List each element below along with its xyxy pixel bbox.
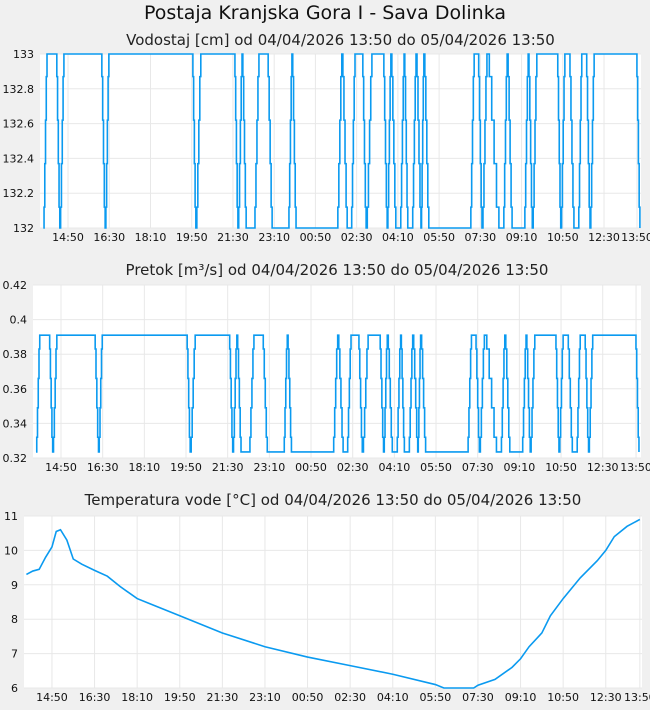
y-tick-label: 7 [11, 648, 18, 661]
x-tick-label: 10:50 [545, 461, 577, 474]
x-tick-label: 07:30 [464, 231, 496, 244]
y-tick-label: 0.4 [10, 314, 28, 327]
chart-0: Vodostaj [cm] od 04/04/2026 13:50 do 05/… [3, 31, 650, 244]
chart-1: Pretok [m³/s] od 04/04/2026 13:50 do 05/… [3, 261, 650, 474]
x-tick-label: 02:30 [341, 231, 373, 244]
y-tick-label: 9 [11, 579, 18, 592]
x-tick-label: 10:50 [547, 231, 579, 244]
x-tick-label: 12:30 [587, 461, 619, 474]
x-tick-label: 16:30 [93, 231, 125, 244]
x-tick-label: 13:50 [624, 691, 650, 704]
chart-title: Vodostaj [cm] od 04/04/2026 13:50 do 05/… [126, 31, 555, 49]
x-tick-label: 04:10 [377, 691, 409, 704]
x-tick-label: 13:50 [620, 461, 650, 474]
x-tick-label: 12:30 [590, 691, 622, 704]
plot-area [24, 516, 642, 688]
y-tick-label: 0.42 [3, 279, 28, 292]
x-tick-label: 21:30 [212, 461, 244, 474]
y-tick-label: 10 [4, 544, 18, 557]
chart-title: Temperatura vode [°C] od 04/04/2026 13:5… [84, 491, 582, 509]
y-tick-label: 132.6 [3, 118, 35, 131]
y-tick-label: 132.2 [3, 187, 35, 200]
page-title: Postaja Kranjska Gora I - Sava Dolinka [143, 2, 507, 24]
x-tick-label: 00:50 [292, 691, 324, 704]
x-tick-label: 07:30 [462, 461, 494, 474]
x-tick-label: 04:10 [379, 461, 411, 474]
x-tick-label: 19:50 [164, 691, 196, 704]
y-tick-label: 8 [11, 613, 18, 626]
x-tick-label: 10:50 [547, 691, 579, 704]
x-tick-label: 19:50 [170, 461, 202, 474]
x-tick-label: 05:50 [423, 231, 455, 244]
x-tick-label: 18:10 [128, 461, 160, 474]
x-tick-label: 19:50 [176, 231, 208, 244]
x-tick-label: 09:10 [506, 231, 538, 244]
x-tick-label: 07:30 [462, 691, 494, 704]
y-tick-label: 11 [4, 510, 18, 523]
x-tick-label: 00:50 [295, 461, 327, 474]
x-tick-label: 14:50 [45, 461, 77, 474]
y-tick-label: 0.34 [3, 417, 28, 430]
y-tick-label: 133 [13, 48, 34, 61]
x-tick-label: 12:30 [588, 231, 620, 244]
x-tick-label: 16:30 [87, 461, 119, 474]
x-tick-label: 13:50 [621, 231, 650, 244]
x-tick-label: 23:10 [258, 231, 290, 244]
x-tick-label: 23:10 [254, 461, 286, 474]
y-tick-label: 6 [11, 682, 18, 695]
x-tick-label: 02:30 [334, 691, 366, 704]
y-tick-label: 0.38 [3, 348, 28, 361]
y-tick-label: 0.32 [3, 452, 28, 465]
chart-title: Pretok [m³/s] od 04/04/2026 13:50 do 05/… [126, 261, 549, 279]
x-tick-label: 21:30 [217, 231, 249, 244]
y-tick-label: 0.36 [3, 383, 28, 396]
chart-2: Temperatura vode [°C] od 04/04/2026 13:5… [4, 491, 650, 704]
x-tick-label: 00:50 [300, 231, 332, 244]
x-tick-label: 05:50 [420, 461, 452, 474]
x-tick-label: 14:50 [36, 691, 68, 704]
x-tick-label: 02:30 [337, 461, 369, 474]
x-tick-label: 23:10 [249, 691, 281, 704]
x-tick-label: 18:10 [121, 691, 153, 704]
x-tick-label: 14:50 [52, 231, 84, 244]
y-tick-label: 132.8 [3, 83, 35, 96]
x-tick-label: 09:10 [505, 691, 537, 704]
x-tick-label: 18:10 [135, 231, 167, 244]
y-tick-label: 132.4 [3, 152, 35, 165]
y-tick-label: 132 [13, 222, 34, 235]
series-line [43, 53, 641, 229]
x-tick-label: 05:50 [420, 691, 452, 704]
series-line [35, 334, 640, 453]
series-line [26, 518, 641, 689]
x-tick-label: 21:30 [207, 691, 239, 704]
x-tick-label: 09:10 [504, 461, 536, 474]
x-tick-label: 04:10 [382, 231, 414, 244]
x-tick-label: 16:30 [79, 691, 111, 704]
